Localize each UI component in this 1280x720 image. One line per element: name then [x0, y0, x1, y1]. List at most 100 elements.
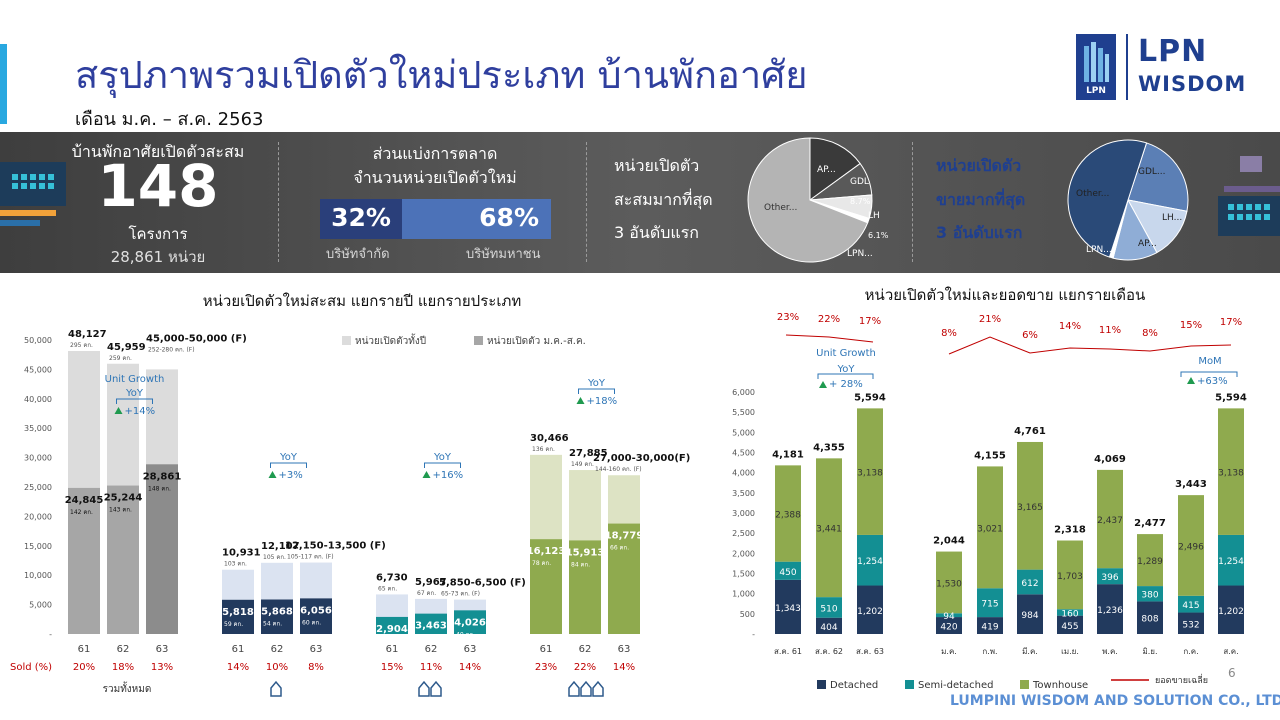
- bar-ytd-label: 15,913: [566, 547, 605, 558]
- bar-value-detached: 420: [940, 623, 957, 633]
- bar-ytd-label: 5,818: [222, 607, 254, 618]
- pie-label: AP...: [1138, 239, 1157, 249]
- bar-ytd-projects: 59 คก.: [224, 621, 243, 628]
- bar-ytd-label: 25,244: [104, 493, 143, 504]
- bar-ytd-projects: 60 คก.: [302, 619, 321, 626]
- sold-percent: 15%: [381, 662, 403, 673]
- bar-value-semi: 415: [1182, 601, 1199, 611]
- legend-swatch: [1020, 680, 1029, 689]
- bar-value-townhouse: 1,703: [1057, 572, 1083, 582]
- footer-company: LUMPINI WISDOM AND SOLUTION CO., LTD.: [950, 693, 1280, 709]
- bar-townhouse: [1017, 441, 1043, 570]
- bar-detached: [775, 579, 801, 634]
- bar-value-detached: 808: [1141, 615, 1158, 625]
- top-launch-title-2: สะสมมากที่สุด: [614, 190, 713, 209]
- growth-value: +14%: [125, 406, 156, 417]
- yoy-label: YoY: [433, 452, 452, 463]
- legend-label: Semi-detached: [918, 680, 994, 691]
- sold-percent: 23%: [777, 312, 799, 323]
- bar-value-townhouse: 3,138: [857, 469, 883, 479]
- bar-ytd: [454, 610, 486, 634]
- bar-semi-detached: [816, 597, 842, 618]
- bar-value-semi: 1,254: [857, 557, 883, 567]
- sold-percent: 14%: [227, 662, 249, 673]
- bar-value-semi: 380: [1141, 591, 1158, 601]
- bar-ytd-label: 28,861: [143, 471, 182, 482]
- growth-title: Unit Growth: [105, 374, 165, 385]
- bar-ytd: [261, 599, 293, 634]
- cumulative-units: 28,861 หน่วย: [110, 248, 206, 266]
- sold-percent: 22%: [818, 314, 840, 325]
- bar-semi-detached: [1218, 534, 1244, 586]
- pie-label: LPN...: [1086, 245, 1112, 255]
- x-tick-label: ส.ค. 62: [815, 647, 843, 656]
- bar-ytd: [415, 613, 447, 634]
- bar-total-label: 2,318: [1054, 525, 1086, 536]
- x-tick-label: ส.ค. 63: [856, 647, 884, 656]
- bar-total-label: 5,850-6,500 (F): [439, 578, 526, 589]
- bar-ytd: [608, 523, 640, 634]
- sold-percent: 22%: [574, 662, 596, 673]
- sold-percent: 6%: [1022, 330, 1038, 341]
- y-tick-label: 6,000: [732, 388, 755, 397]
- bar-value-semi: 396: [1101, 573, 1118, 583]
- bar-total-label: 4,155: [974, 450, 1006, 461]
- bar-detached: [1057, 615, 1083, 634]
- bar-semi-detached: [1017, 569, 1043, 595]
- x-tick-label: 62: [271, 644, 284, 655]
- bar-ytd: [300, 598, 332, 634]
- bar-total-projects: 149 คก.: [571, 461, 594, 468]
- page-subtitle: เดือน ม.ค. – ส.ค. 2563: [75, 109, 264, 130]
- cumulative-label: บ้านพักอาศัยเปิดตัวสะสม: [71, 142, 245, 161]
- legend-label: Detached: [830, 680, 878, 691]
- bar-value-detached: 1,343: [775, 604, 801, 614]
- bar-semi-detached: [1057, 609, 1083, 616]
- bar-ytd-label: 24,845: [65, 495, 104, 506]
- pie-label: LPN...: [847, 249, 873, 259]
- bar-ytd-projects: 31 คก.: [378, 638, 397, 645]
- logo-text-top: LPN: [1138, 34, 1208, 69]
- bar-total-label: 45,959: [107, 342, 146, 353]
- bar-total-label: 27,000-30,000(F): [593, 453, 690, 464]
- x-tick-label: 63: [618, 644, 631, 655]
- growth-value: + 28%: [829, 379, 863, 390]
- top-launch-title-3: 3 อันดับแรก: [614, 223, 699, 242]
- up-arrow-icon: [819, 381, 827, 388]
- bar-ytd-label: 4,026: [454, 617, 486, 628]
- bar-total-label: 5,967: [415, 577, 447, 588]
- bar-total-label: 5,594: [1215, 392, 1247, 403]
- legend-label: หน่วยเปิดตัว ม.ค.-ส.ค.: [487, 336, 586, 347]
- sold-percent: 10%: [266, 662, 288, 673]
- bar-total-projects: 136 คก.: [532, 446, 555, 453]
- legend-swatch: [474, 336, 483, 345]
- x-tick-label: เม.ย.: [1061, 647, 1079, 656]
- growth-bracket: [424, 462, 461, 468]
- growth-value: +63%: [1197, 376, 1228, 387]
- growth-title: Unit Growth: [816, 348, 876, 359]
- bar-total-label: 6,730: [376, 572, 408, 583]
- bar-value-townhouse: 3,021: [977, 524, 1003, 534]
- x-tick-label: ส.ค. 61: [774, 647, 802, 656]
- market-share-subtitle: จำนวนหน่วยเปิดตัวใหม่: [353, 168, 517, 187]
- growth-value: +3%: [279, 470, 303, 481]
- sold-percent: 17%: [859, 316, 881, 327]
- private-share-value: 32%: [331, 203, 391, 232]
- y-tick-label: 1,500: [732, 570, 755, 579]
- yoy-label: YoY: [836, 364, 855, 375]
- page-title: สรุปภาพรวมเปิดตัวใหม่ประเภท บ้านพักอาศัย: [75, 53, 808, 97]
- y-tick-label: 45,000: [24, 365, 52, 374]
- bar-total-projects: 252-280 คก. (F): [148, 346, 195, 353]
- bar-semi-detached: [857, 534, 883, 586]
- market-share-title: ส่วนแบ่งการตลาด: [372, 144, 498, 163]
- pie-label: Other...: [764, 203, 797, 213]
- x-tick-label: 62: [425, 644, 438, 655]
- bar-ytd-label: 3,463: [415, 621, 447, 632]
- x-tick-label: ก.พ.: [982, 647, 997, 656]
- sold-percent: 21%: [979, 314, 1001, 325]
- townhouse-icon: [568, 680, 604, 697]
- bar-value-detached: 984: [1021, 611, 1038, 621]
- sold-percent: 14%: [1059, 321, 1081, 332]
- logo-divider: [1126, 34, 1128, 100]
- pie-slice: [1067, 139, 1148, 258]
- pie-slice: [1127, 199, 1188, 254]
